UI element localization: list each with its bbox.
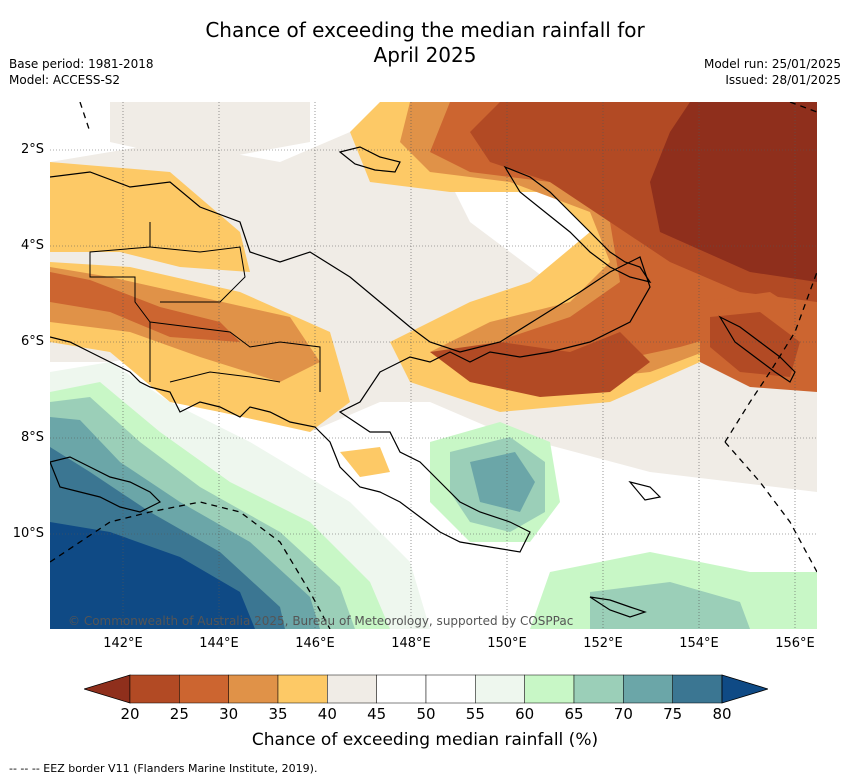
colorbar-title: Chance of exceeding median rainfall (%) <box>251 730 599 750</box>
model-info: Base period: 1981-2018 Model: ACCESS-S2 <box>9 56 154 88</box>
lon-label-150e: 150°E <box>487 636 527 651</box>
colorbar-swatch <box>179 674 229 704</box>
base-period: Base period: 1981-2018 <box>9 57 154 71</box>
lon-label-144e: 144°E <box>199 636 239 651</box>
colorbar-tick-label: 35 <box>268 705 288 723</box>
colorbar-tick-label: 45 <box>367 705 387 723</box>
map-title: Chance of exceeding the median rainfall … <box>0 18 850 68</box>
lat-label-8s: 8°S <box>20 430 44 445</box>
lon-label-142e: 142°E <box>103 636 143 651</box>
issued-date: Issued: 28/01/2025 <box>725 73 841 87</box>
colorbar-swatch <box>277 674 328 704</box>
colorbar-tick-label: 20 <box>120 705 140 723</box>
colorbar-arrow-low <box>84 674 131 704</box>
colorbar-tick-label: 30 <box>219 705 239 723</box>
colorbar-swatch <box>228 674 279 704</box>
copyright-credit: © Commonwealth of Australia 2025, Bureau… <box>68 614 574 628</box>
colorbar-tick-label: 25 <box>169 705 189 723</box>
colorbar-tick-label: 70 <box>613 705 633 723</box>
run-info: Model run: 25/01/2025 Issued: 28/01/2025 <box>704 56 841 88</box>
colorbar-arrow-high <box>721 674 768 704</box>
colorbar-swatch <box>524 674 575 704</box>
model-run-date: Model run: 25/01/2025 <box>703 57 841 71</box>
colorbar-tick-label: 40 <box>317 705 337 723</box>
colorbar-tick-label: 80 <box>712 705 732 723</box>
map-fields <box>50 102 817 629</box>
title-line-1: Chance of exceeding the median rainfall … <box>205 18 645 42</box>
lat-label-2s: 2°S <box>20 142 44 157</box>
colorbar-tick-label: 50 <box>416 705 436 723</box>
title-line-2: April 2025 <box>373 43 477 67</box>
colorbar-swatch <box>425 674 476 704</box>
colorbar-swatch <box>327 674 377 704</box>
colorbar-tick-label: 55 <box>465 705 485 723</box>
colorbar-tick-label: 65 <box>564 705 584 723</box>
colorbar <box>84 674 768 704</box>
rainfall-map <box>50 102 817 629</box>
colorbar-swatch <box>623 674 673 704</box>
colorbar-tick-label: 75 <box>663 705 683 723</box>
lon-label-154e: 154°E <box>679 636 719 651</box>
lon-label-148e: 148°E <box>391 636 431 651</box>
model-name: Model: ACCESS-S2 <box>9 73 121 87</box>
lon-label-146e: 146°E <box>295 636 335 651</box>
lon-label-152e: 152°E <box>583 636 623 651</box>
colorbar-swatch <box>475 674 525 704</box>
colorbar-tick-label: 60 <box>515 705 535 723</box>
lat-label-4s: 4°S <box>20 238 44 253</box>
lat-label-6s: 6°S <box>20 334 44 349</box>
colorbar-swatch <box>573 674 624 704</box>
lon-label-156e: 156°E <box>775 636 815 651</box>
colorbar-swatch <box>376 674 427 704</box>
lat-label-10s: 10°S <box>12 526 44 541</box>
colorbar-swatch <box>129 674 180 704</box>
colorbar-swatch <box>672 674 723 704</box>
eez-footnote: -- -- -- EEZ border V11 (Flanders Marine… <box>9 762 318 775</box>
